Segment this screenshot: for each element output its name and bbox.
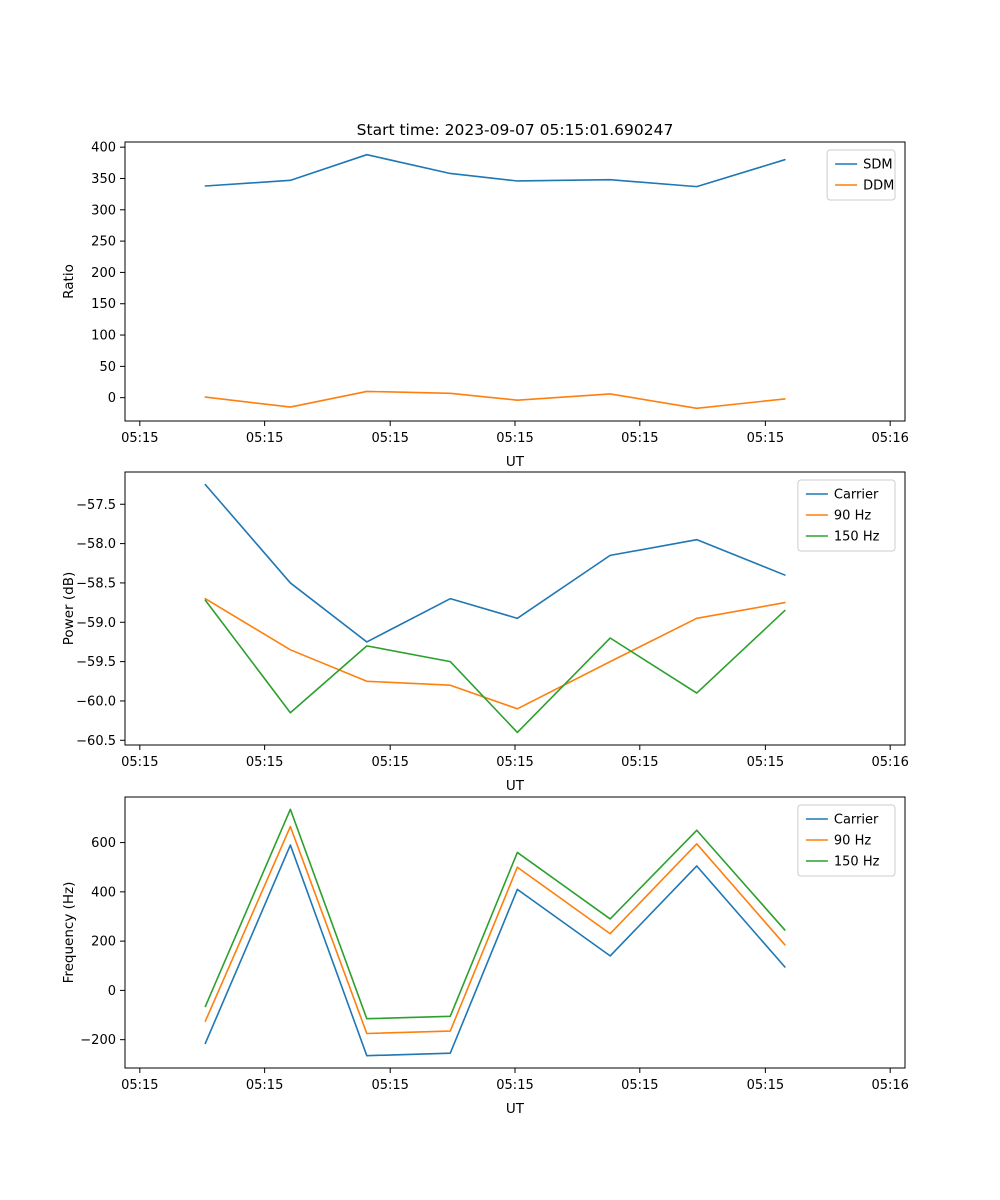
y-axis-label: Ratio	[61, 264, 77, 299]
legend-label: 150 Hz	[834, 530, 880, 545]
y-axis-label: Power (dB)	[61, 572, 77, 645]
legend: SDM DDM	[826, 149, 896, 201]
x-tick-label: 05:15	[621, 431, 658, 446]
y-axis-label: Frequency (Hz)	[61, 882, 77, 984]
y-tick-label: −58.5	[76, 576, 116, 591]
subplot-ratio: 0 50 100 150 200 250 300 350 400 05:15 05:15 05:15 0…	[61, 141, 909, 470]
subplot-frequency: −200 0 200 400 600 05:15 05:15 05:15 05:15 05:15 0…	[61, 796, 909, 1117]
y-tick-label: −58.0	[76, 537, 116, 552]
series-line-150-hz	[204, 599, 786, 734]
legend-label: Carrier	[834, 813, 879, 828]
y-tick-label: 400	[91, 885, 116, 900]
y-tick-label: −59.5	[76, 655, 116, 670]
x-tick-label: 05:15	[747, 431, 784, 446]
legend-label: SDM	[863, 158, 892, 173]
legend-label: 90 Hz	[834, 834, 871, 849]
y-tick-label: 300	[91, 203, 116, 218]
y-tick-label: 50	[99, 360, 116, 375]
axes-box	[124, 796, 906, 1069]
series-line-150-hz	[204, 808, 786, 1020]
legend-box	[826, 149, 896, 201]
series-line-90-hz	[204, 825, 786, 1035]
x-tick-label: 05:15	[496, 431, 533, 446]
y-tick-label: −200	[80, 1033, 116, 1048]
legend-label: DDM	[863, 179, 894, 194]
legend-box	[797, 804, 896, 877]
x-tick-label: 05:15	[121, 431, 158, 446]
legend-label: 150 Hz	[834, 855, 880, 870]
x-tick-label: 05:15	[371, 431, 408, 446]
y-tick-label: 350	[91, 172, 116, 187]
y-tick-label: 0	[108, 984, 116, 999]
y-tick-label: −60.5	[76, 734, 116, 749]
y-tick-label: 250	[91, 235, 116, 250]
x-tick-label: 05:15	[246, 755, 283, 770]
x-tick-label: 05:15	[747, 1078, 784, 1093]
legend: Carrier 90 Hz 150 Hz	[797, 804, 896, 877]
x-tick-label: 05:15	[246, 1078, 283, 1093]
legend-box	[797, 479, 896, 552]
x-tick-label: 05:15	[121, 1078, 158, 1093]
x-tick-label: 05:15	[496, 755, 533, 770]
legend-label: 90 Hz	[834, 509, 871, 524]
series-line-sdm	[204, 153, 786, 188]
x-tick-label: 05:15	[621, 1078, 658, 1093]
y-tick-label: 150	[91, 297, 116, 312]
y-tick-label: 100	[91, 329, 116, 344]
subplot-power: −60.5 −60.0 −59.5 −59.0 −58.5 −58.0 −57.5 05:15…	[61, 471, 909, 794]
series-line-carrier	[204, 844, 786, 1057]
legend-label: Carrier	[834, 488, 879, 503]
x-tick-label: 05:16	[871, 431, 908, 446]
x-tick-label: 05:15	[121, 755, 158, 770]
figure-title: Start time: 2023-09-07 05:15:01.690247	[356, 121, 674, 139]
y-tick-label: 400	[91, 141, 116, 156]
x-axis-label: UT	[506, 454, 525, 470]
x-tick-label: 05:15	[496, 1078, 533, 1093]
x-tick-label: 05:16	[871, 1078, 908, 1093]
x-tick-label: 05:15	[747, 755, 784, 770]
x-tick-label: 05:15	[371, 1078, 408, 1093]
series-line-ddm	[204, 390, 786, 410]
y-tick-label: 600	[91, 836, 116, 851]
axes-box	[124, 471, 906, 746]
x-tick-label: 05:15	[246, 431, 283, 446]
x-tick-label: 05:15	[621, 755, 658, 770]
series-line-carrier	[204, 483, 786, 643]
legend: Carrier 90 Hz 150 Hz	[797, 479, 896, 552]
x-tick-label: 05:16	[871, 755, 908, 770]
y-tick-label: 200	[91, 266, 116, 281]
x-axis-label: UT	[506, 1101, 525, 1117]
y-tick-label: −59.0	[76, 616, 116, 631]
x-axis-label: UT	[506, 778, 525, 794]
y-tick-label: 200	[91, 935, 116, 950]
y-tick-label: −60.0	[76, 694, 116, 709]
x-tick-label: 05:15	[371, 755, 408, 770]
y-tick-label: −57.5	[76, 498, 116, 513]
y-tick-label: 0	[108, 391, 116, 406]
